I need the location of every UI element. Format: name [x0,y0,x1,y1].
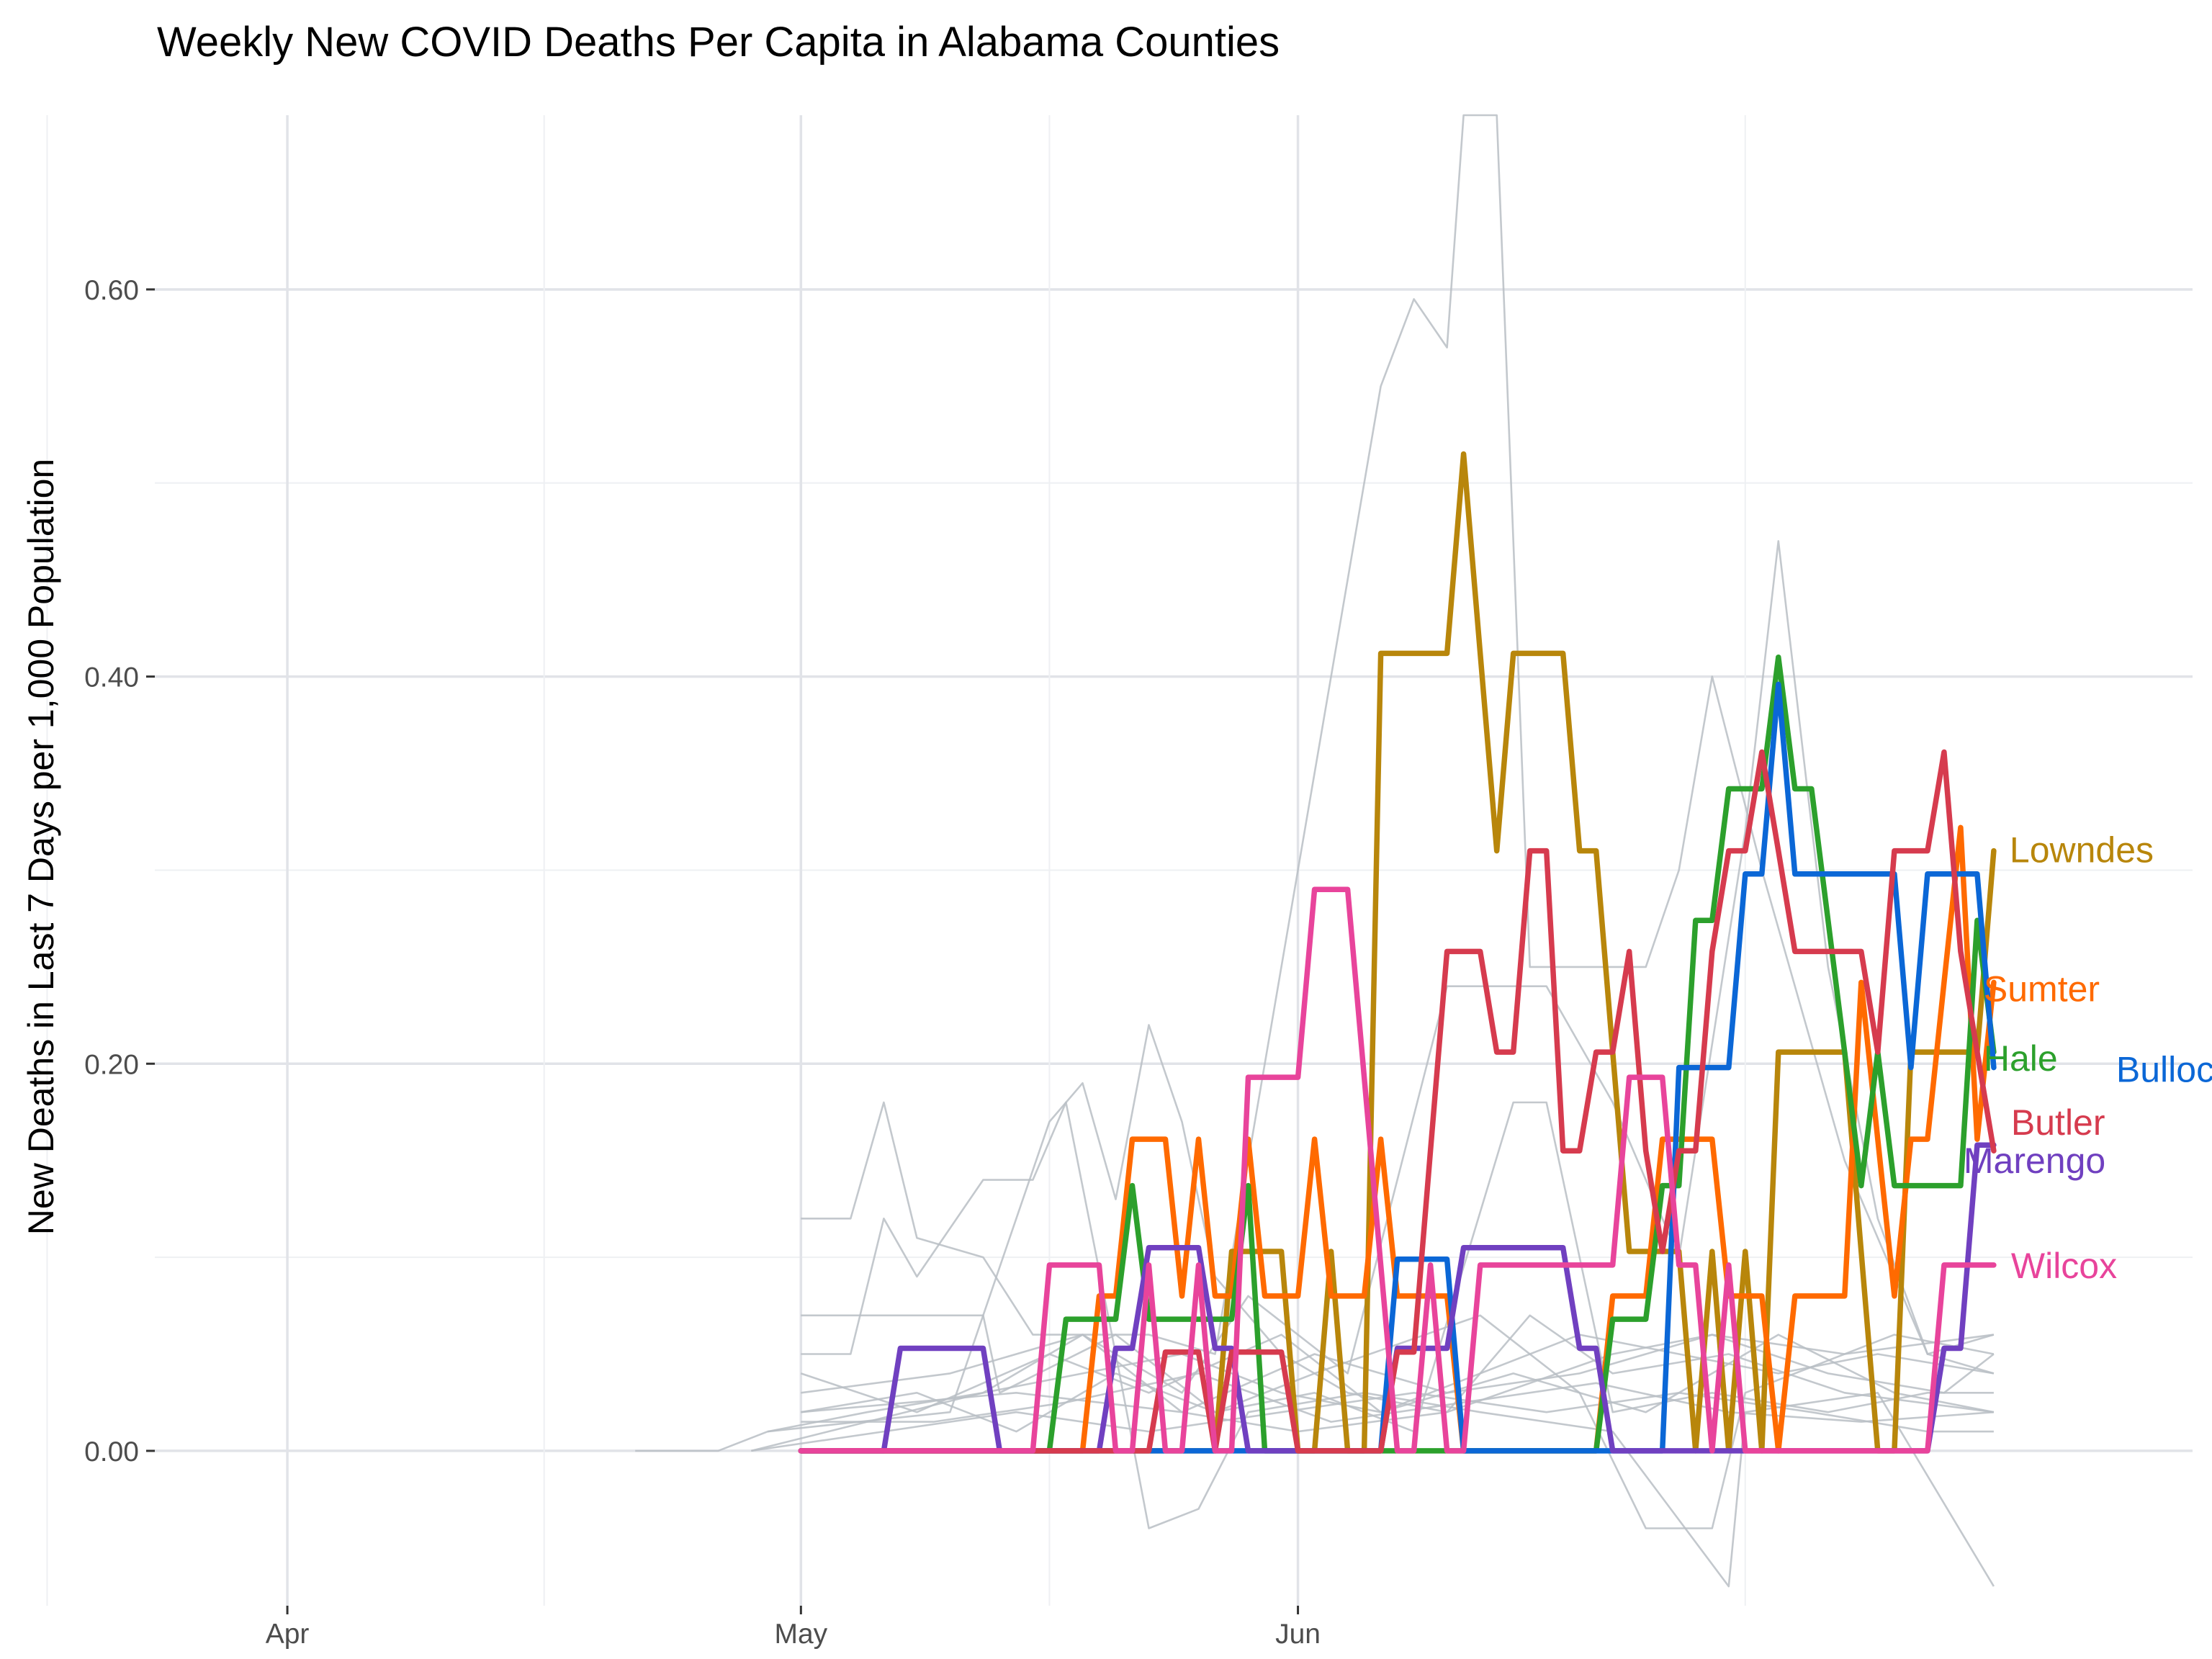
other-county-line [801,1334,1995,1433]
series-label-hale: Hale [1984,1038,2058,1079]
x-axis-ticks: MarAprMayJun [266,1606,1321,1650]
y-tick-label: 0.20 [84,1049,139,1080]
series-line-wilcox [798,886,1997,1454]
series-label-butler: Butler [2011,1102,2105,1143]
y-tick-label: 0.00 [84,1437,139,1467]
other-county-line [801,1314,1995,1529]
series-label-marengo: Marengo [1964,1141,2105,1181]
series-label-bullock: Bullock [2116,1050,2212,1090]
highlighted-county-lines [798,451,1997,1454]
other-county-line [801,1372,1994,1423]
chart-title: Weekly New COVID Deaths Per Capita in Al… [157,19,1280,66]
gridlines [46,115,2193,1606]
x-tick-label: Jun [1275,1619,1321,1650]
y-axis-ticks: 0.00 0.20 0.40 0.60 [84,275,155,1467]
y-tick-label: 0.60 [84,275,139,306]
other-county-line [635,1334,1995,1452]
x-tick-label: Apr [266,1619,310,1650]
x-tick-label: May [774,1619,827,1650]
series-label-lowndes: Lowndes [2010,830,2154,871]
other-county-line [801,1101,1995,1588]
series-line-butler [798,749,1997,1454]
other-county-line [800,1334,1995,1413]
y-axis-title: New Deaths in Last 7 Days per 1,000 Popu… [21,459,61,1235]
y-tick-label: 0.40 [84,662,139,693]
series-label-sumter: Sumter [1984,968,2100,1009]
other-county-lines [635,114,1995,1588]
series-line-bullock [798,681,1997,1454]
other-county-line [801,1334,1995,1413]
other-county-line [751,1392,1994,1452]
series-label-wilcox: Wilcox [2011,1246,2117,1286]
